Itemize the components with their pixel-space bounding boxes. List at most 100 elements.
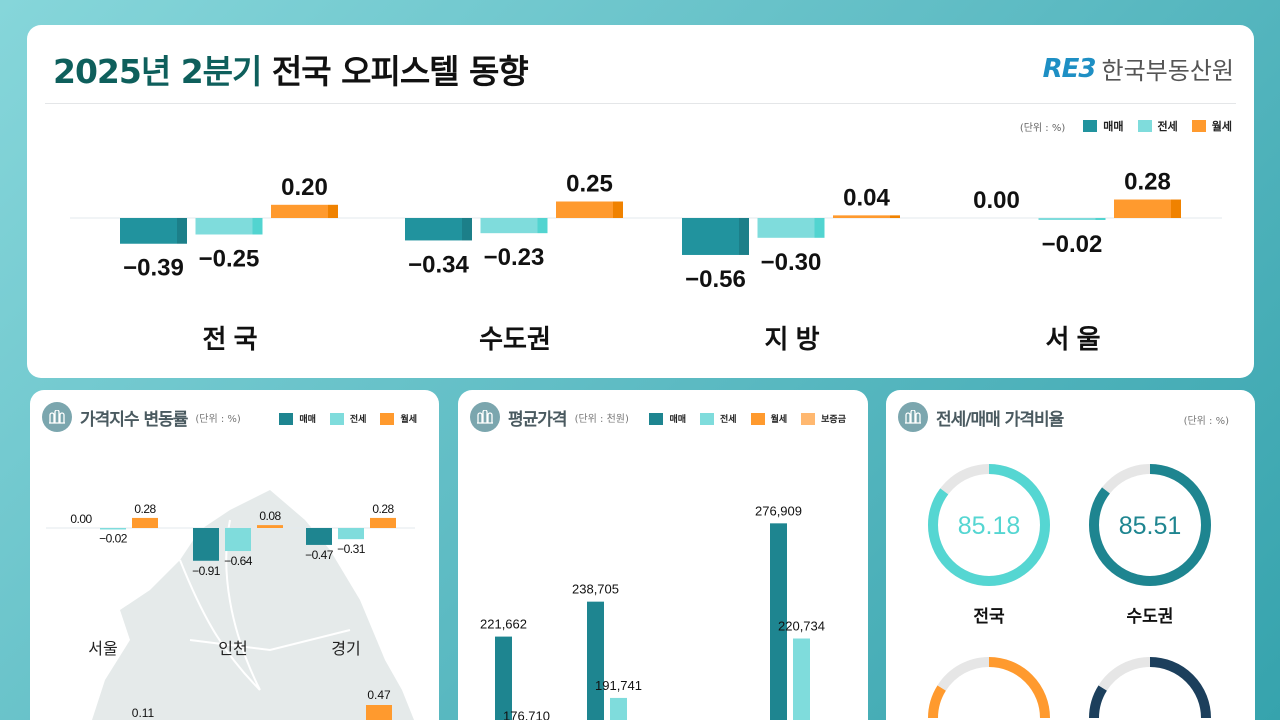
data-label: 221,662 <box>480 617 527 632</box>
page-title: 2025년 2분기 전국 오피스텔 동향 <box>53 52 529 91</box>
bar-월세 <box>556 201 613 218</box>
data-label: −0.30 <box>761 249 822 276</box>
data-label: 0.28 <box>134 502 156 516</box>
average-price-chart: 221,662 176,710 238,705 191,741 276,909 220,7… <box>480 503 825 720</box>
chart-icon <box>898 402 928 432</box>
bar-전세 <box>480 218 538 234</box>
panel-header: 평균가격 (단위 : 천원) <box>470 402 629 432</box>
bar-전세 <box>610 697 627 720</box>
data-label: 0.00 <box>70 512 92 526</box>
bar-월세 <box>833 215 890 218</box>
data-label: −0.64 <box>224 554 253 568</box>
bar-전세 <box>757 218 815 238</box>
legend-swatch-monthly <box>1191 120 1206 132</box>
bar-월세 <box>1114 199 1171 218</box>
bar-매매 <box>405 218 462 241</box>
bar-shade <box>613 201 623 218</box>
data-label: −0.47 <box>305 548 334 562</box>
bar-월세 <box>132 517 158 528</box>
legend-swatch-sale <box>1083 120 1098 132</box>
bar-월세 <box>370 517 396 528</box>
data-label: −0.02 <box>99 532 128 546</box>
data-label: 0.00 <box>973 187 1020 214</box>
ratio-ring <box>988 657 1050 719</box>
data-label: −0.25 <box>199 246 260 273</box>
ratio-ring <box>1089 685 1108 719</box>
bar-월세 <box>257 525 283 528</box>
data-label: 238,705 <box>572 582 619 597</box>
region-label: 서울 <box>88 640 117 658</box>
jeonse-sale-ratio-panel: 85.18 전국 85.51 수도권 전세/매매 가격비율 (단위 : %) <box>886 390 1255 720</box>
bar-shade <box>252 218 263 235</box>
bar-매매 <box>193 528 219 561</box>
ratio-donuts: 85.18 전국 85.51 수도권 <box>928 464 1211 719</box>
data-label: 0.47 <box>367 688 391 702</box>
legend: 매매 전세 월세 보증금 <box>641 412 846 425</box>
ratio-label: 전국 <box>973 607 1005 626</box>
category-label: 전 국 <box>202 324 257 354</box>
bar-shade <box>177 218 187 244</box>
data-label: −0.31 <box>337 542 366 556</box>
ratio-ring <box>928 685 947 719</box>
index-change-panel: 0.00 −0.02 0.28 서울 −0.91 −0.64 0.08 인천 −0.47 −0.3… <box>30 390 439 720</box>
bar-전세 <box>225 528 251 552</box>
ratio-value: 85.51 <box>1119 512 1182 540</box>
data-label: 0.08 <box>259 509 281 523</box>
data-label: 0.25 <box>566 171 613 198</box>
data-label: −0.39 <box>123 255 184 282</box>
bar-전세 <box>100 528 126 530</box>
ratio-label: 수도권 <box>1127 607 1174 626</box>
bar-전세 <box>793 638 810 720</box>
bar-월세 <box>366 705 392 720</box>
chart-icon <box>470 402 500 432</box>
legend-swatch-jeonse <box>1137 120 1152 132</box>
category-label: 서 울 <box>1045 324 1100 354</box>
category-label: 수도권 <box>479 324 551 354</box>
data-label: −0.34 <box>408 251 469 278</box>
bar-매매 <box>770 523 787 720</box>
bar-월세 <box>271 204 328 218</box>
bar-shade <box>814 218 825 238</box>
legend: (단위 : %) 매매 전세 월세 <box>1019 120 1232 134</box>
data-label: −0.56 <box>685 266 746 293</box>
data-label: 276,909 <box>755 503 802 518</box>
data-label: 0.04 <box>843 184 890 211</box>
ring-track <box>937 657 990 691</box>
bar-매매 <box>495 636 512 720</box>
bar-매매 <box>587 601 604 720</box>
bar-매매 <box>120 218 177 244</box>
rate-chart: −0.39 −0.25 0.20 전 국 −0.34 −0.23 0.25 수도권 −0.56−… <box>70 169 1222 354</box>
legend: 매매 전세 월세 <box>271 412 417 425</box>
bar-shade <box>537 218 548 234</box>
data-label: −0.23 <box>484 244 545 271</box>
index-change-chart: 0.00 −0.02 0.28 서울 −0.91−0.64 0.08 인천 −0.47 −0.3… <box>46 490 415 720</box>
summary-card: 2025년 2분기 전국 오피스텔 동향 RE3 한국부동산원 (단위 : %) … <box>27 25 1254 378</box>
bar-매매 <box>306 528 332 545</box>
region-label: 인천 <box>218 640 247 658</box>
panel-header: 가격지수 변동률 (단위 : %) <box>42 402 241 432</box>
data-label: 0.11 <box>132 706 155 720</box>
data-label: 191,741 <box>595 678 642 693</box>
average-price-panel: 221,662 176,710 238,705 191,741 276,909 220,7… <box>458 390 868 720</box>
bar-shade <box>1095 218 1106 220</box>
bar-전세 <box>1038 218 1096 220</box>
bar-shade <box>462 218 472 241</box>
data-label: 0.28 <box>1124 169 1171 196</box>
data-label: 0.28 <box>372 502 394 516</box>
map-shape <box>92 490 414 720</box>
reb-logo: RE3 한국부동산원 <box>1042 53 1234 86</box>
ratio-ring <box>928 464 1050 586</box>
ring-track <box>1098 657 1151 691</box>
region-label: 경기 <box>331 640 360 658</box>
category-label: 지 방 <box>764 324 819 354</box>
bar-shade <box>890 215 900 218</box>
ratio-ring <box>1149 657 1211 719</box>
data-label: 0.20 <box>281 174 328 201</box>
chart-icon <box>42 402 72 432</box>
bar-shade <box>1171 199 1181 218</box>
bar-shade <box>739 218 749 255</box>
bar-매매 <box>682 218 739 255</box>
panel-header: 전세/매매 가격비율 <box>898 402 1064 432</box>
data-label: −0.91 <box>192 564 221 578</box>
divider <box>45 103 1236 104</box>
